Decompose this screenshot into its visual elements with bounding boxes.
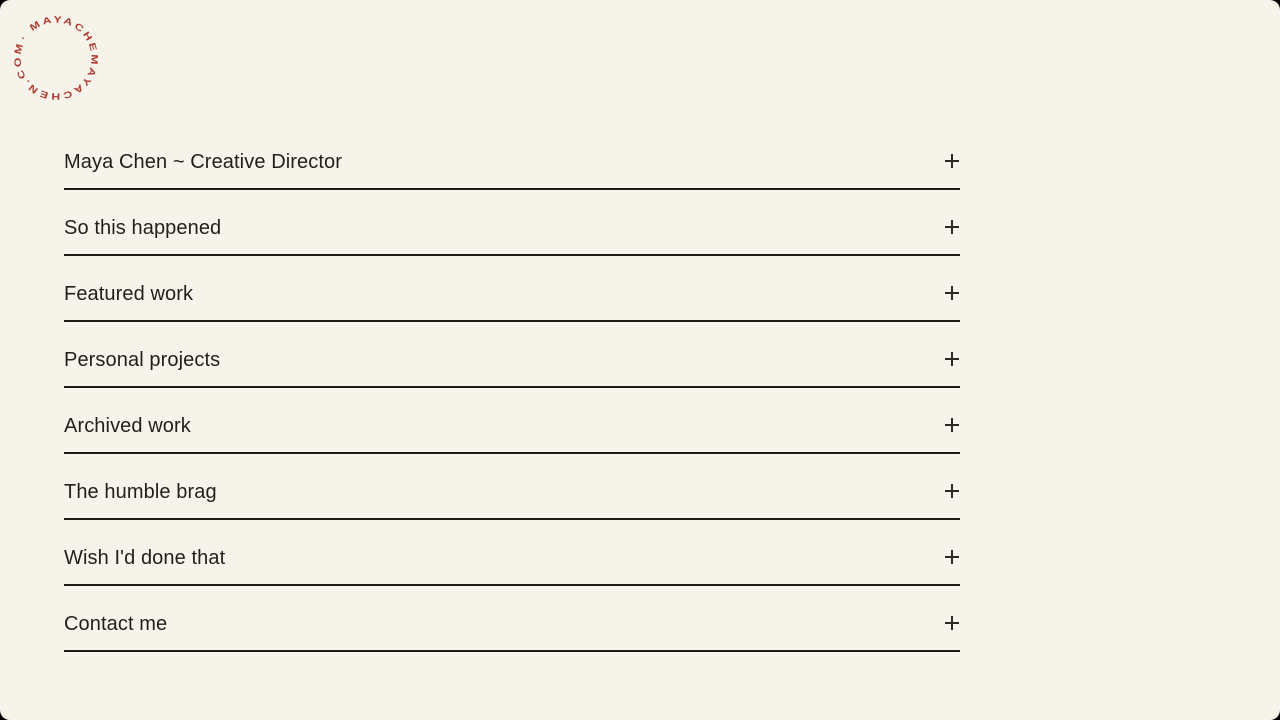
logo-ring-text: · MAYACHEMAYACHEN.COM xyxy=(2,4,110,112)
accordion-item-label: Personal projects xyxy=(64,349,221,371)
svg-text:· MAYACHEMAYACHEN.COM: · MAYACHEMAYACHEN.COM xyxy=(2,4,110,112)
accordion-item-personal-projects[interactable]: Personal projects xyxy=(64,326,960,392)
accordion-item-archived-work[interactable]: Archived work xyxy=(64,392,960,458)
site-logo[interactable]: · MAYACHEMAYACHEN.COM xyxy=(2,4,110,112)
accordion-item-label: The humble brag xyxy=(64,481,217,503)
plus-icon xyxy=(945,484,959,498)
circular-text-logo-icon: · MAYACHEMAYACHEN.COM xyxy=(2,4,110,112)
accordion-item-label: Wish I'd done that xyxy=(64,547,226,569)
accordion-item-label: Archived work xyxy=(64,415,191,437)
accordion-item-wish-id-done-that[interactable]: Wish I'd done that xyxy=(64,524,960,590)
plus-icon xyxy=(945,220,959,234)
plus-icon xyxy=(945,286,959,300)
accordion-item-contact-me[interactable]: Contact me xyxy=(64,590,960,656)
accordion-item-label: Contact me xyxy=(64,613,168,635)
accordion-item-the-humble-brag[interactable]: The humble brag xyxy=(64,458,960,524)
plus-icon xyxy=(945,550,959,564)
accordion-item-label: Maya Chen ~ Creative Director xyxy=(64,151,343,173)
accordion-item-maya-chen[interactable]: Maya Chen ~ Creative Director xyxy=(64,128,960,194)
accordion-item-label: Featured work xyxy=(64,283,194,305)
plus-icon xyxy=(945,154,959,168)
accordion-list: Maya Chen ~ Creative Director So this ha… xyxy=(64,128,960,656)
accordion-item-so-this-happened[interactable]: So this happened xyxy=(64,194,960,260)
accordion-item-label: So this happened xyxy=(64,217,222,239)
plus-icon xyxy=(945,352,959,366)
plus-icon xyxy=(945,616,959,630)
plus-icon xyxy=(945,418,959,432)
accordion-item-featured-work[interactable]: Featured work xyxy=(64,260,960,326)
